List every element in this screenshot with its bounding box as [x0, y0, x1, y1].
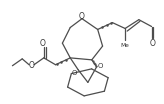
Text: O: O — [150, 39, 155, 48]
Text: O: O — [40, 39, 46, 48]
Text: O: O — [29, 61, 35, 70]
Text: O: O — [79, 12, 85, 21]
Text: Me: Me — [121, 43, 130, 48]
Text: O: O — [98, 63, 103, 69]
Text: O: O — [72, 70, 77, 76]
